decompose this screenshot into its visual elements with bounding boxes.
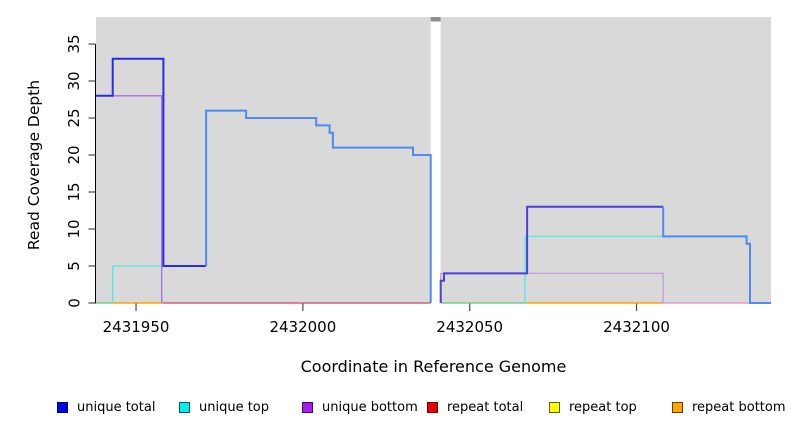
legend-swatch-icon [672,401,683,413]
y-tick-label: 35 [65,34,83,53]
series-line-unique-total-block1-dark [96,57,207,267]
legend-swatch-icon [179,401,190,413]
legend-item-repeat-bottom: repeat bottom [672,397,786,417]
legend-item-repeat-top: repeat top [549,397,637,417]
legend-item-unique-top: unique top [179,397,269,417]
legend-item-unique-total: unique total [57,397,155,417]
y-tick-label: 5 [65,261,83,271]
legend-swatch-icon [549,401,560,413]
x-tick-label: 2432000 [269,318,336,336]
contig-gap-cap [430,17,441,22]
legend-label: repeat top [569,399,637,415]
y-tick-label: 0 [65,298,83,308]
y-tick-label: 25 [65,108,83,127]
y-tick-label: 15 [65,182,83,201]
x-tick-label: 2431950 [103,318,170,336]
legend-item-repeat-total: repeat total [427,397,523,417]
contig-gap [430,17,441,303]
legend-swatch-icon [427,401,438,413]
legend-label: unique top [199,399,270,415]
legend: unique total unique top unique bottom repea… [0,397,792,421]
legend-swatch-icon [57,401,68,413]
y-tick-label: 30 [65,71,83,90]
legend-label: repeat bottom [692,399,786,415]
legend-swatch-icon [302,401,313,413]
legend-label: unique total [77,399,156,415]
x-axis-title: Coordinate in Reference Genome [300,357,567,376]
series-line-unique-total-block2-light [662,206,771,304]
y-axis-title: Read Coverage Depth [25,79,43,251]
series-line-unique-total-block2-indigo [439,205,664,303]
y-tick-label: 20 [65,145,83,164]
legend-label: repeat total [447,399,524,415]
series-line-unique-total-block1-light [205,109,432,303]
series-line-unique-bottom-block1 [96,95,163,303]
x-tick-label: 2432100 [603,318,670,336]
x-tick-label: 2432050 [436,318,503,336]
legend-label: unique bottom [322,399,418,415]
legend-item-unique-bottom: unique bottom [302,397,418,417]
y-tick-label: 10 [65,219,83,238]
